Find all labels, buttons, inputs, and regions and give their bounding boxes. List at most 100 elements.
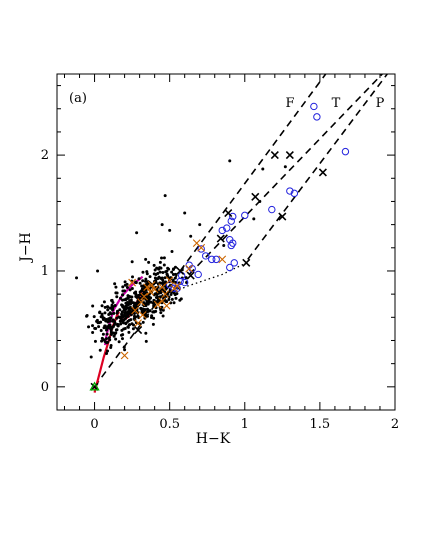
- black-point: [144, 304, 148, 308]
- black-point: [142, 290, 146, 294]
- black-point: [122, 308, 126, 312]
- black-point: [141, 270, 145, 274]
- blue-circle: [268, 205, 276, 214]
- black-point: [135, 231, 139, 235]
- black-point: [160, 281, 164, 285]
- black-point: [163, 194, 167, 198]
- black-point: [132, 311, 136, 315]
- black-point: [91, 324, 95, 328]
- black-point: [112, 334, 116, 338]
- black-point: [98, 348, 102, 352]
- black-point: [125, 300, 129, 304]
- black-point: [122, 306, 126, 310]
- black-point: [113, 321, 117, 325]
- reddening-marker-P: [318, 168, 327, 177]
- black-point: [110, 299, 114, 303]
- black-point: [161, 270, 165, 274]
- black-point: [120, 313, 124, 317]
- black-point: [148, 309, 152, 313]
- black-point: [134, 295, 138, 299]
- black-point: [118, 319, 122, 323]
- black-point: [124, 307, 128, 311]
- orange-cross: [140, 292, 149, 301]
- black-point: [101, 332, 105, 336]
- black-point: [170, 249, 174, 253]
- black-point: [111, 325, 115, 329]
- black-point: [105, 341, 109, 345]
- black-point: [122, 318, 126, 322]
- black-point: [157, 267, 161, 271]
- black-point: [91, 304, 95, 308]
- black-point: [146, 314, 150, 318]
- black-point: [105, 332, 109, 336]
- black-point: [174, 272, 178, 276]
- orange-cross: [143, 283, 152, 292]
- black-point: [151, 301, 155, 305]
- black-point: [126, 294, 130, 298]
- black-point: [121, 293, 125, 297]
- reddening-marker-T: [186, 271, 195, 280]
- black-point: [123, 313, 127, 317]
- band-label-T: T: [332, 96, 341, 111]
- axes: 0 0.5 1 1.5 2 0 1 2 F T P: [41, 74, 399, 432]
- black-point: [104, 319, 108, 323]
- black-point: [159, 308, 163, 312]
- black-point: [121, 298, 125, 302]
- black-point: [126, 325, 130, 329]
- black-point: [158, 270, 162, 274]
- blue-circle: [170, 284, 178, 293]
- black-point: [127, 323, 131, 327]
- plot-border: [56, 73, 396, 411]
- black-point: [138, 281, 142, 285]
- black-point: [99, 329, 103, 333]
- black-point: [125, 286, 129, 290]
- blue-circle: [341, 147, 350, 156]
- black-point: [222, 243, 226, 247]
- black-point: [93, 326, 97, 330]
- black-point: [185, 281, 189, 285]
- orange-cross: [158, 283, 167, 292]
- blue-circle: [286, 187, 294, 195]
- black-point: [198, 223, 202, 227]
- blue-circle: [313, 113, 321, 121]
- black-point: [131, 327, 135, 331]
- blue-circle: [223, 224, 231, 232]
- black-point: [130, 287, 134, 291]
- orange-cross: [131, 306, 140, 315]
- black-point: [118, 315, 122, 319]
- black-point: [109, 332, 113, 336]
- black-point: [144, 282, 148, 286]
- black-point: [108, 306, 112, 310]
- orange-cross: [138, 311, 147, 319]
- black-point: [111, 318, 115, 322]
- black-point: [165, 272, 169, 276]
- black-point: [134, 290, 138, 294]
- blue-circle: [290, 189, 299, 198]
- black-point: [104, 328, 108, 332]
- y-axis-label: J−H: [18, 232, 34, 264]
- black-point: [139, 289, 143, 293]
- black-point: [148, 275, 152, 279]
- orange-cross: [165, 276, 174, 285]
- black-point: [95, 318, 99, 322]
- black-point: [109, 345, 113, 349]
- black-point: [152, 304, 156, 308]
- black-point: [100, 304, 104, 308]
- black-point: [126, 314, 130, 318]
- orange-cross: [128, 278, 136, 287]
- black-point: [148, 296, 152, 300]
- black-point: [152, 263, 156, 267]
- reddening-marker-F: [224, 208, 233, 218]
- black-point: [123, 283, 127, 287]
- orange-cross: [162, 301, 171, 310]
- black-point: [97, 321, 101, 325]
- curves: [93, 74, 389, 393]
- black-point: [124, 298, 128, 302]
- blue-circle: [226, 263, 234, 272]
- black-point: [124, 311, 128, 315]
- orange-cross: [192, 239, 201, 248]
- y-tick-label: 0: [41, 380, 49, 395]
- black-point: [130, 322, 134, 326]
- black-point: [123, 348, 127, 352]
